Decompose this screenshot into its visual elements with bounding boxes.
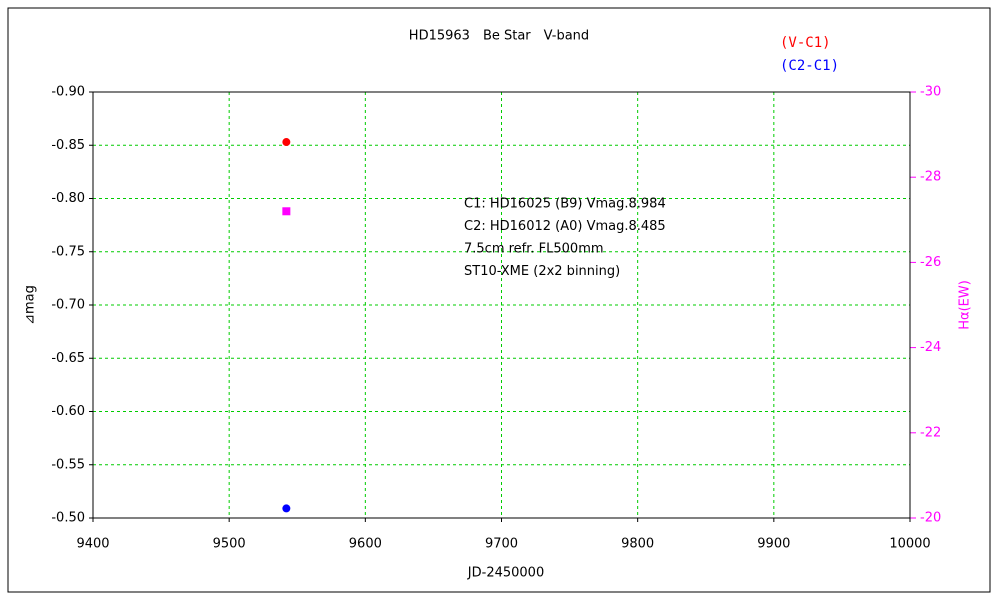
point: [282, 138, 291, 147]
x-tick-label: 9600: [349, 537, 382, 552]
point: [282, 504, 291, 513]
y2-tick-label: -22: [920, 425, 941, 440]
y-tick-label: -0.55: [51, 457, 85, 472]
y-tick-label: -0.90: [51, 85, 85, 100]
y2-tick-label: -28: [920, 170, 941, 185]
point: [282, 207, 291, 216]
y2-tick-label: -30: [920, 85, 941, 100]
x-tick-label: 9800: [621, 537, 654, 552]
annotation: 7.5cm refr. FL500mm: [464, 242, 604, 257]
y-tick-label: -0.60: [51, 404, 85, 419]
annotation: ST10-XME (2x2 binning): [464, 264, 620, 279]
annotation: C2: HD16012 (A0) Vmag.8.485: [464, 219, 666, 234]
y2-tick-label: -20: [920, 511, 941, 526]
plot-area: [92, 91, 911, 519]
y2-axis-label: Hα(EW): [958, 280, 973, 330]
x-tick-label: 9400: [76, 537, 109, 552]
frame: [7, 7, 991, 593]
y-tick-label: -0.85: [51, 138, 85, 153]
x-tick-label: 10000: [889, 537, 930, 552]
chart-title: HD15963 Be Star V-band: [409, 29, 589, 44]
y-tick-label: -0.70: [51, 298, 85, 313]
legend-entry: (V-C1): [780, 35, 831, 51]
x-axis-label: JD-2450000: [467, 566, 544, 581]
y2-tick-label: -24: [920, 340, 941, 355]
annotation: C1: HD16025 (B9) Vmag.8.984: [464, 197, 666, 212]
y-tick-label: -0.80: [51, 191, 85, 206]
y-axis-label: ⊿mag: [23, 285, 38, 325]
legend-entry: (C2-C1): [780, 58, 839, 74]
x-tick-label: 9700: [485, 537, 518, 552]
y-tick-label: -0.75: [51, 244, 85, 259]
x-tick-label: 9900: [757, 537, 790, 552]
y-tick-label: -0.50: [51, 511, 85, 526]
y2-tick-label: -26: [920, 255, 941, 270]
x-tick-label: 9500: [213, 537, 246, 552]
y-tick-label: -0.65: [51, 351, 85, 366]
